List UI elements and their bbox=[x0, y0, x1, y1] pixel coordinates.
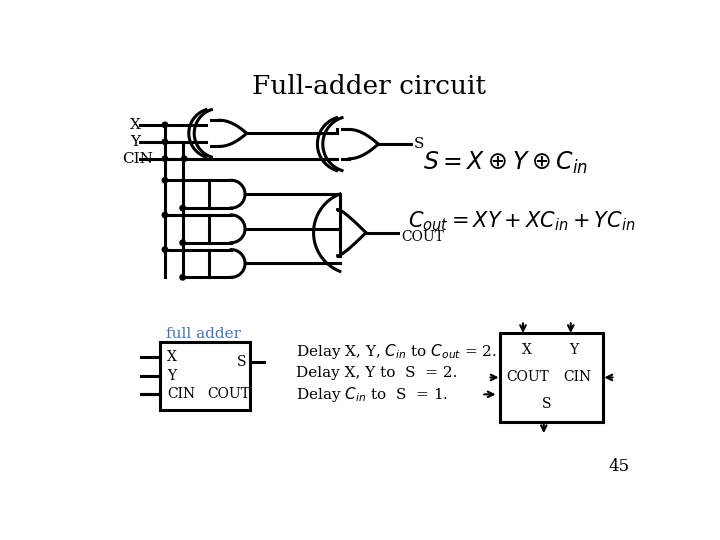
Text: Delay X, Y, $C_{in}$ to $C_{out}$ = 2.: Delay X, Y, $C_{in}$ to $C_{out}$ = 2. bbox=[296, 342, 497, 361]
Text: Delay $C_{in}$ to  S  = 1.: Delay $C_{in}$ to S = 1. bbox=[296, 385, 448, 404]
Text: Y: Y bbox=[570, 343, 578, 357]
Text: COUT: COUT bbox=[207, 387, 250, 401]
Circle shape bbox=[180, 240, 185, 245]
Circle shape bbox=[162, 156, 168, 161]
Text: full adder: full adder bbox=[166, 327, 241, 341]
Text: Full-adder circuit: Full-adder circuit bbox=[252, 74, 486, 99]
Circle shape bbox=[162, 247, 168, 252]
Text: CIN: CIN bbox=[563, 370, 591, 384]
Text: $S = X \oplus Y \oplus C_{in}$: $S = X \oplus Y \oplus C_{in}$ bbox=[423, 150, 588, 177]
Text: Delay X, Y to  S  = 2.: Delay X, Y to S = 2. bbox=[296, 366, 457, 380]
Text: Y: Y bbox=[167, 369, 176, 383]
Text: X: X bbox=[167, 350, 177, 365]
Text: X: X bbox=[521, 343, 531, 357]
Text: 45: 45 bbox=[608, 458, 629, 475]
Circle shape bbox=[162, 139, 168, 145]
Circle shape bbox=[180, 275, 185, 280]
Text: S: S bbox=[237, 355, 246, 369]
Circle shape bbox=[180, 205, 185, 211]
Circle shape bbox=[181, 156, 187, 161]
Bar bbox=[500, 333, 603, 422]
Circle shape bbox=[162, 212, 168, 218]
Text: CIN: CIN bbox=[167, 387, 195, 401]
Circle shape bbox=[162, 122, 168, 127]
Text: $C_{out} = XY + XC_{in} + YC_{in}$: $C_{out} = XY + XC_{in} + YC_{in}$ bbox=[408, 210, 635, 233]
Text: COUT: COUT bbox=[401, 230, 444, 244]
Text: S: S bbox=[414, 137, 424, 151]
Bar bbox=[160, 342, 251, 410]
Text: S: S bbox=[542, 396, 552, 410]
Text: X: X bbox=[130, 118, 141, 132]
Text: CIN: CIN bbox=[122, 152, 153, 166]
Circle shape bbox=[162, 178, 168, 183]
Text: COUT: COUT bbox=[506, 370, 549, 384]
Text: Y: Y bbox=[130, 135, 140, 149]
